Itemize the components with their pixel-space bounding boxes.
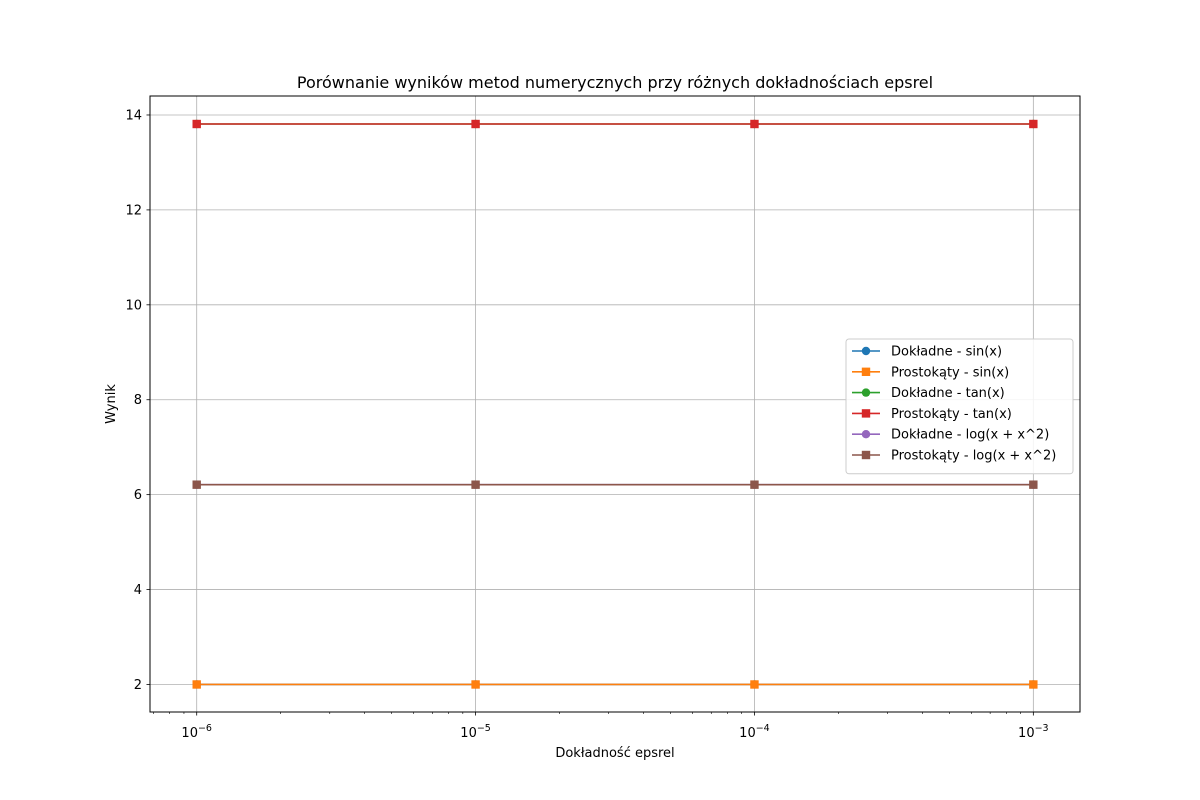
series-4 (192, 119, 1038, 129)
data-point (1029, 680, 1038, 689)
series-6 (192, 480, 1038, 489)
legend-label: Dokładne - log(x + x^2) (891, 428, 1049, 443)
legend-marker (861, 388, 871, 397)
legend-box (845, 338, 1074, 475)
y-axis-label: Wynik (104, 384, 119, 424)
legend-marker (861, 346, 871, 356)
data-point (471, 680, 480, 689)
x-tick-label: 10−6 (181, 723, 212, 741)
grid (150, 96, 1080, 712)
data-point (750, 119, 759, 129)
axis-ticks: 10−6 10−5 10−4 10−3 2 4 6 8 10 12 14 (125, 108, 1048, 741)
data-point (1029, 480, 1038, 489)
data-point (471, 119, 480, 129)
chart-title: Porównanie wyników metod numerycznych pr… (297, 73, 933, 92)
y-tick-label: 12 (125, 203, 142, 218)
legend-entry: Prostokąty - sin(x) (852, 365, 1009, 380)
legend-entry: Prostokąty - log(x + x^2) (852, 449, 1056, 464)
legend-entry: Prostokąty - tan(x) (852, 407, 1012, 422)
legend-marker (861, 367, 871, 376)
x-tick-label: 10−4 (739, 723, 770, 741)
y-tick-label: 10 (125, 298, 142, 313)
y-tick-label: 4 (134, 583, 142, 598)
data-point (750, 680, 759, 689)
legend-label: Prostokąty - sin(x) (891, 365, 1009, 380)
y-tick-label: 8 (134, 393, 142, 408)
legend-label: Prostokąty - log(x + x^2) (891, 449, 1056, 464)
series-2 (192, 680, 1038, 689)
data-point (1029, 119, 1038, 129)
plot-frame (149, 95, 1081, 713)
x-tick-label: 10−5 (460, 723, 491, 741)
x-axis-label: Dokładność epsrel (555, 746, 674, 761)
legend-marker (861, 409, 871, 418)
legend-label: Dokładne - tan(x) (891, 386, 1005, 401)
data-point (750, 480, 759, 489)
data-point (192, 119, 201, 129)
y-tick-label: 2 (134, 678, 142, 693)
legend-marker (861, 430, 871, 439)
legend-entry: Dokładne - sin(x) (852, 345, 1002, 360)
legend-entry: Dokładne - log(x + x^2) (852, 428, 1049, 443)
legend-label: Prostokąty - tan(x) (891, 407, 1012, 422)
legend-entry: Dokładne - tan(x) (852, 386, 1005, 401)
legend-label: Dokładne - sin(x) (891, 345, 1002, 360)
data-point (192, 480, 201, 489)
data-point (471, 480, 480, 489)
legend-marker (861, 450, 871, 460)
x-tick-label: 10−3 (1018, 723, 1049, 741)
y-tick-label: 6 (134, 488, 142, 503)
series-group (192, 119, 1038, 689)
y-tick-label: 14 (125, 108, 142, 123)
legend: Dokładne - sin(x) Prostokąty - sin(x) Dokł… (845, 338, 1074, 475)
data-point (192, 680, 201, 689)
